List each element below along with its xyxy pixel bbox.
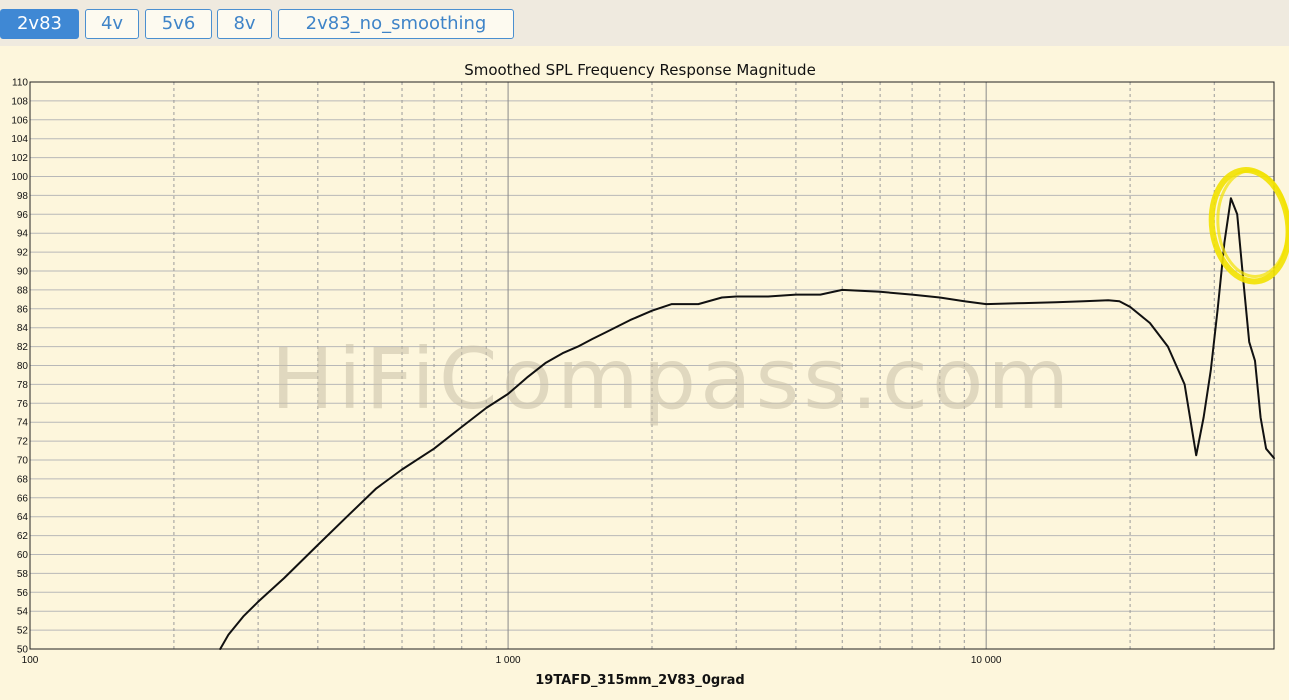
y-tick-label: 88	[17, 285, 29, 296]
y-tick-label: 92	[17, 248, 29, 259]
tab-2v83[interactable]: 2v83	[0, 9, 79, 39]
response-curve	[219, 197, 1275, 650]
y-tick-label: 84	[17, 323, 29, 334]
y-tick-label: 66	[17, 493, 29, 504]
y-tick-label: 72	[17, 437, 29, 448]
y-tick-label: 76	[17, 399, 29, 410]
y-tick-label: 108	[11, 96, 28, 107]
tab-8v[interactable]: 8v	[217, 9, 272, 39]
x-tick-label: 10 000	[971, 655, 1002, 666]
y-tick-label: 110	[12, 78, 28, 89]
y-tick-label: 94	[17, 229, 29, 240]
x-tick-label: 100	[22, 655, 39, 666]
y-tick-label: 98	[17, 191, 29, 202]
y-tick-label: 82	[17, 342, 29, 353]
y-tick-label: 62	[17, 531, 29, 542]
chart-title: Smoothed SPL Frequency Response Magnitud…	[464, 61, 816, 79]
y-tick-label: 68	[17, 474, 29, 485]
frequency-response-chart: Smoothed SPL Frequency Response Magnitud…	[0, 46, 1289, 700]
plot-border	[29, 81, 1275, 650]
y-tick-label: 50	[17, 645, 29, 656]
tab-bar: 2v83 4v 5v6 8v 2v83_no_smoothing	[0, 0, 1289, 46]
x-tick-label: 1 000	[496, 655, 521, 666]
highlight-circle-stroke	[1216, 169, 1289, 278]
y-tick-label: 100	[11, 172, 28, 183]
y-tick-label: 78	[17, 380, 29, 391]
y-tick-label: 104	[11, 134, 28, 145]
tab-5v6[interactable]: 5v6	[145, 9, 212, 39]
y-tick-label: 52	[17, 626, 29, 637]
y-tick-label: 74	[17, 418, 29, 429]
y-tick-label: 64	[17, 512, 29, 523]
watermark: HiFiCompass.com	[271, 330, 1073, 428]
tab-2v83-no-smoothing[interactable]: 2v83_no_smoothing	[278, 9, 514, 39]
tab-4v[interactable]: 4v	[85, 9, 139, 39]
y-tick-label: 106	[11, 115, 28, 126]
y-tick-label: 96	[17, 210, 29, 221]
y-tick-label: 90	[17, 267, 29, 278]
x-axis-label: 19TAFD_315mm_2V83_0grad	[535, 673, 744, 688]
plot-area: HiFiCompass.com 50 52 54 56 58 60 62 64 66 68 70 72 7…	[11, 78, 1289, 666]
y-tick-label: 56	[17, 588, 29, 599]
y-tick-label: 58	[17, 569, 29, 580]
y-tick-label: 54	[17, 607, 29, 618]
y-tick-label: 80	[17, 361, 29, 372]
y-tick-label: 60	[17, 550, 29, 561]
y-tick-label: 70	[17, 456, 29, 467]
y-tick-label: 102	[11, 153, 28, 164]
y-tick-label: 86	[17, 304, 29, 315]
